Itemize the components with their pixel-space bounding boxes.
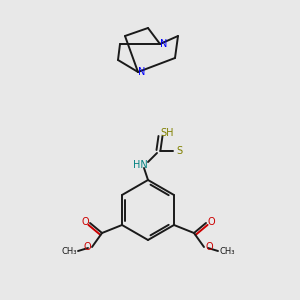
Text: HN: HN [133, 160, 147, 170]
Text: N: N [160, 39, 168, 49]
Text: O: O [205, 242, 213, 252]
Text: CH₃: CH₃ [219, 247, 235, 256]
Text: S: S [176, 146, 182, 156]
Text: O: O [207, 217, 215, 227]
Text: O: O [81, 217, 89, 227]
Text: CH₃: CH₃ [61, 247, 77, 256]
Text: N: N [138, 67, 146, 77]
Text: SH: SH [160, 128, 174, 138]
Text: O: O [83, 242, 91, 252]
